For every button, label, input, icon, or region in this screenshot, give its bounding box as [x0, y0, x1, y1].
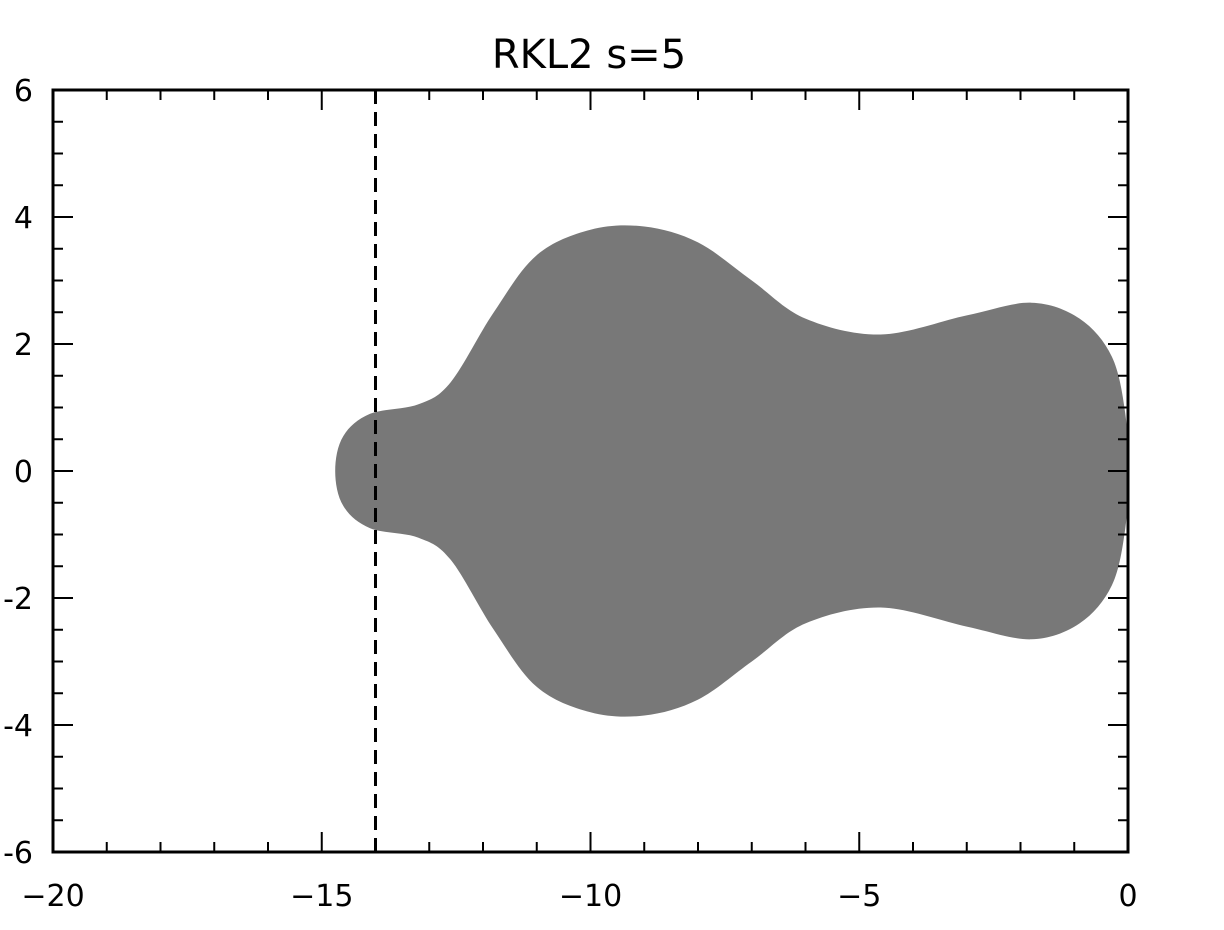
tick-labels-layer: −20 −15 −10 −5 0 -6 -4 -2 0 2 4 6 [3, 74, 1137, 914]
axes-layer [51, 88, 1130, 854]
y-tick-label: 2 [14, 328, 33, 363]
x-tick-label: −20 [21, 879, 84, 914]
stability-region-layer [335, 225, 1128, 717]
x-tick-label: −15 [290, 879, 353, 914]
y-tick-label: -6 [3, 836, 33, 871]
x-tick-label: −10 [559, 879, 622, 914]
y-tick-label: 4 [14, 201, 33, 236]
x-tick-label: 0 [1118, 879, 1137, 914]
y-tick-label: 6 [14, 74, 33, 109]
chart-title: RKL2 s=5 [492, 32, 686, 78]
y-tick-label: -4 [3, 709, 33, 744]
stability-region-area [335, 225, 1128, 717]
y-tick-label: -2 [3, 582, 33, 617]
x-tick-label: −5 [837, 879, 881, 914]
y-tick-label: 0 [14, 455, 33, 490]
